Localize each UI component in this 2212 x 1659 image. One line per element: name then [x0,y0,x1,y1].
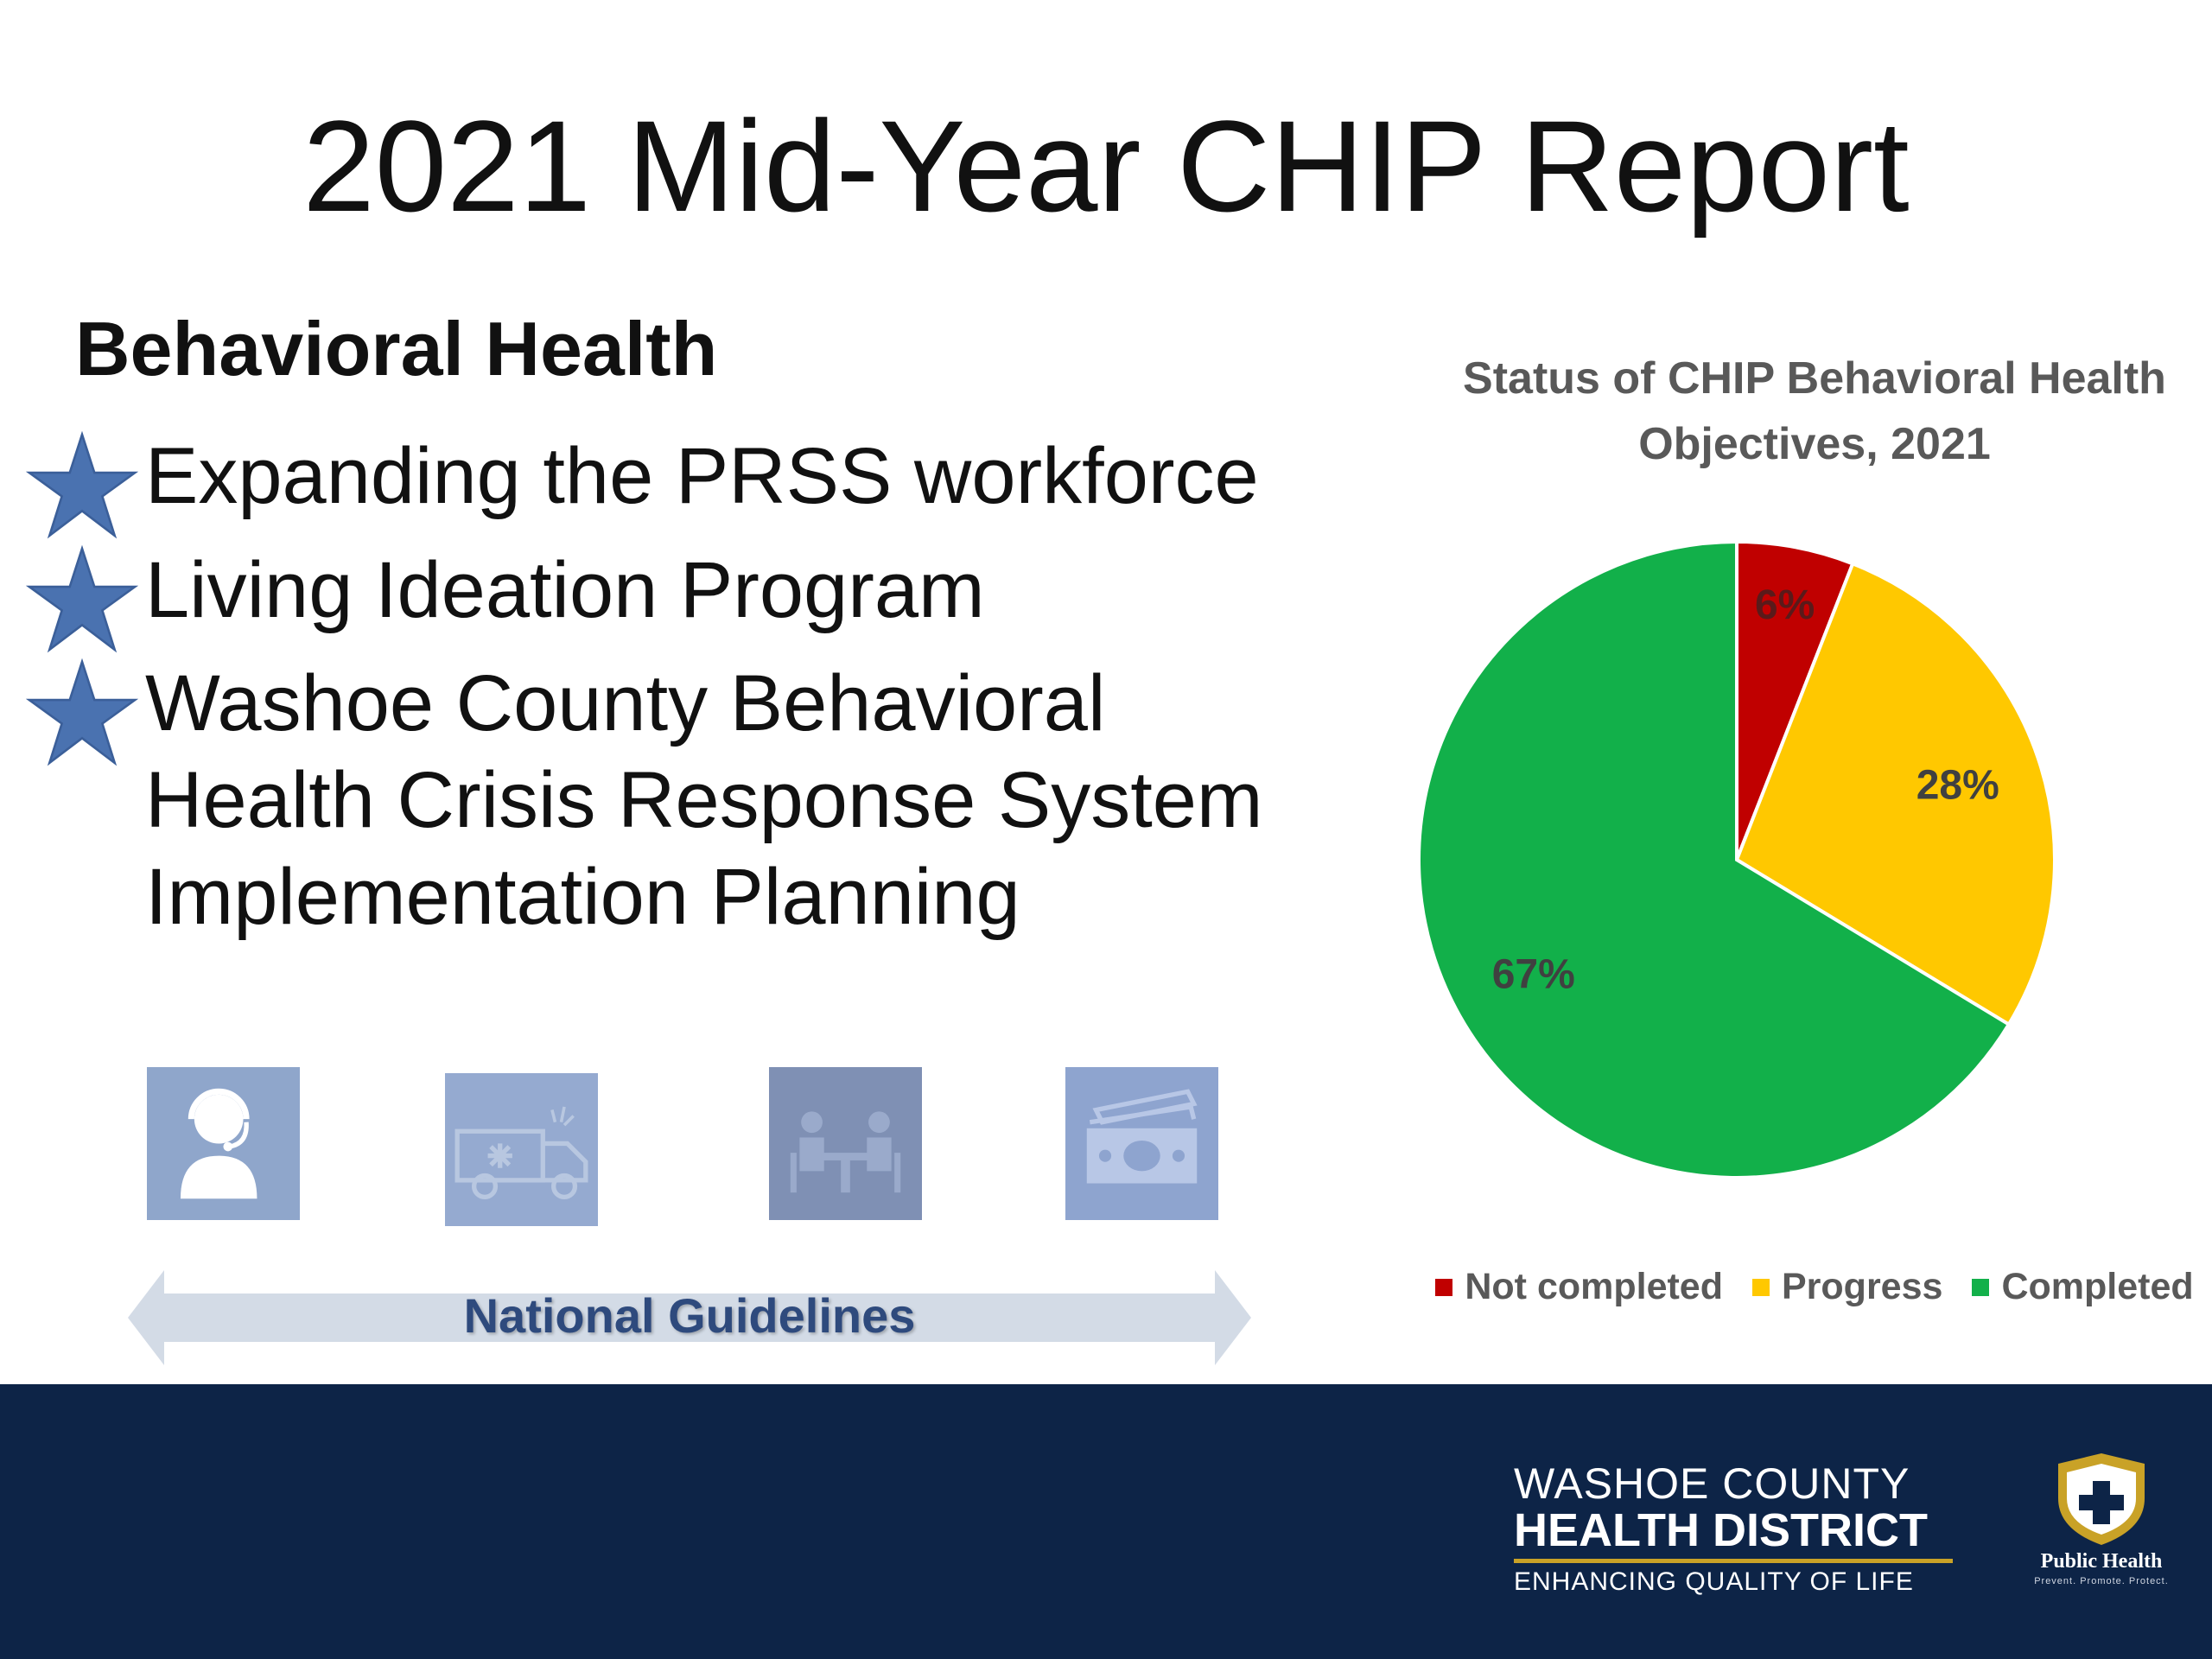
pie-slice-progress [1734,561,2056,1027]
pie-slice-completed [1417,539,2012,1179]
star-icon [26,658,138,766]
bullet-text: Expanding the PRSS workforce [145,428,1259,524]
legend-label: Progress [1782,1266,1943,1307]
bullet-line: Washoe County Behavioral [145,659,1106,747]
star-icon [26,545,138,653]
logo-tagline: ENHANCING QUALITY OF LIFE [1514,1567,1914,1596]
pie-slice-not-completed [1735,539,1855,861]
double-arrow-icon [128,1270,1251,1365]
public-health-label: Public Health [2040,1550,2163,1573]
money-icon [1065,1067,1218,1220]
bullet-line: Implementation Planning [145,853,1020,941]
public-health-logo: Public Health Prevent. Promote. Protect. [2024,1446,2179,1593]
chart-title: Status of CHIP Behavioral Health Objecti… [1463,353,2166,469]
health-district-logo: WASHOE COUNTY HEALTH DISTRICT ENHANCING … [1503,1453,1961,1596]
bullet-text: Washoe County Behavioral Health Crisis R… [145,655,1263,945]
section-heading: Behavioral Health [75,306,718,391]
bullet-line: Expanding the PRSS workforce [145,432,1259,520]
bullet-line: Health Crisis Response System [145,756,1263,844]
guidelines-label: National Guidelines [463,1288,916,1343]
pie-data-label: 67% [1492,952,1575,998]
legend-swatch [1972,1278,1990,1296]
legend-label: Completed [2001,1266,2194,1307]
bullet-item: Expanding the PRSS workforce [26,428,1322,540]
legend-swatch [1752,1278,1770,1296]
legend-item: Not completed [1435,1266,1723,1308]
ambulance-icon [445,1073,598,1226]
public-health-shield-icon [2058,1453,2145,1545]
bullet-item: Living Ideation Program [26,542,1322,654]
pie-chart: 6% 28% 67% [1417,539,2056,1179]
slide-title: 2021 Mid-Year CHIP Report [302,93,1910,238]
bullet-text: Living Ideation Program [145,542,985,639]
public-health-tagline: Prevent. Promote. Protect. [2034,1576,2169,1586]
star-icon [26,431,138,539]
legend-item: Completed [1972,1266,2194,1308]
meeting-icon [769,1067,922,1220]
bullet-line: Living Ideation Program [145,546,985,634]
footer-bar: WASHOE COUNTY HEALTH DISTRICT ENHANCING … [0,1384,2212,1659]
bullet-item: Washoe County Behavioral Health Crisis R… [26,655,1322,949]
pie-data-label: 6% [1755,582,1815,628]
logo-line-2: HEALTH DISTRICT [1514,1504,1928,1556]
call-center-agent-icon [147,1067,300,1220]
pie-data-label: 28% [1916,762,1999,808]
logo-divider [1514,1559,1953,1563]
logo-line-1: WASHOE COUNTY [1514,1459,1910,1508]
legend-item: Progress [1752,1266,1942,1308]
legend-label: Not completed [1465,1266,1723,1307]
legend-swatch [1435,1278,1453,1296]
chart-legend: Not completed Progress Completed [1348,1266,2212,1308]
